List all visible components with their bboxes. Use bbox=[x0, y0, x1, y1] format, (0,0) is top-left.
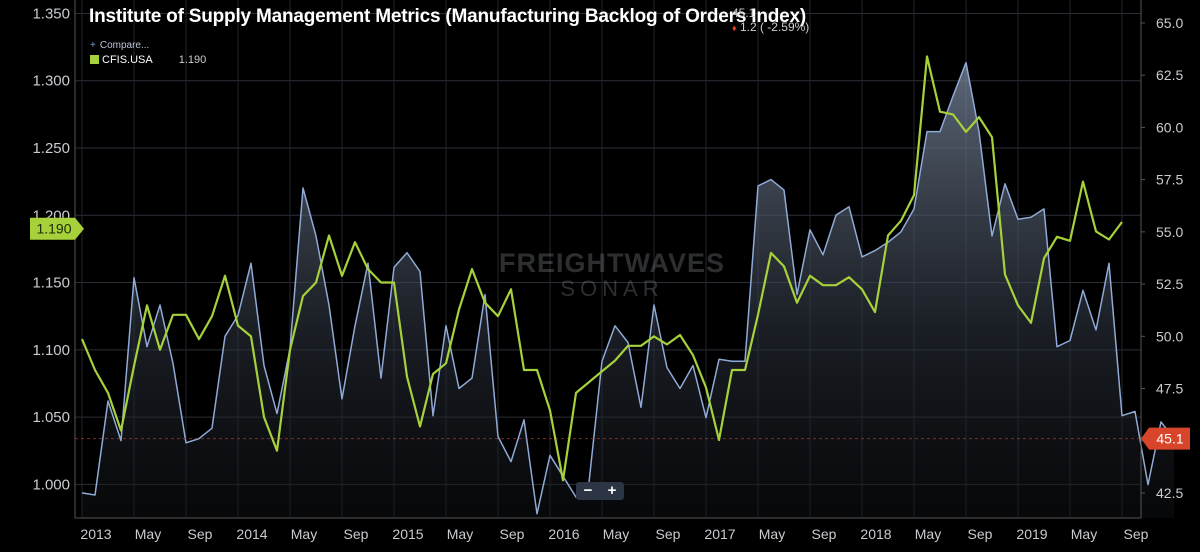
legend-series-label: CFIS.USA bbox=[102, 54, 153, 66]
chart-title: Institute of Supply Management Metrics (… bbox=[89, 6, 807, 27]
left-value-badge-text: 1.190 bbox=[36, 221, 71, 237]
x-tick-label: Sep bbox=[656, 526, 681, 542]
series-layer bbox=[75, 55, 1175, 518]
change-value: 1.2 ( -2.59%) bbox=[739, 20, 810, 34]
right-tick-label: 55.0 bbox=[1156, 224, 1183, 240]
cfis-series-line bbox=[80, 55, 1123, 482]
compare-label: Compare... bbox=[99, 40, 150, 51]
x-tick-label: May bbox=[915, 526, 941, 542]
right-tick-label: 60.0 bbox=[1156, 119, 1183, 135]
ism-area-fill bbox=[82, 62, 1174, 518]
right-tick-label: 62.5 bbox=[1156, 67, 1183, 83]
x-tick-label: Sep bbox=[968, 526, 993, 542]
watermark-line2: SONAR bbox=[560, 276, 663, 301]
left-tick-label: 1.050 bbox=[32, 409, 70, 426]
right-tick-label: 65.0 bbox=[1156, 15, 1183, 31]
legend-series-value: 1.190 bbox=[178, 54, 207, 66]
zoom-control[interactable]: − + bbox=[576, 482, 624, 500]
right-tick-label: 57.5 bbox=[1156, 172, 1183, 188]
x-tick-label: May bbox=[447, 526, 473, 542]
ism-series-line bbox=[81, 61, 1175, 515]
x-tick-label: Sep bbox=[812, 526, 837, 542]
right-value-badge bbox=[1141, 427, 1190, 450]
x-tick-label: 2016 bbox=[548, 526, 579, 542]
axes-layer: 1.0001.0501.1001.1501.2001.2501.3001.350… bbox=[32, 0, 1183, 542]
x-tick-label: Sep bbox=[188, 526, 213, 542]
change-readout: ♦ 1.2 ( -2.59%) bbox=[732, 20, 809, 35]
zoom-out-button[interactable]: − bbox=[583, 482, 593, 499]
x-tick-label: May bbox=[1071, 526, 1097, 542]
watermark-line1: FREIGHTWAVES bbox=[499, 248, 725, 278]
badges-layer: 45.1 1.190 bbox=[30, 217, 1190, 450]
left-tick-label: 1.300 bbox=[32, 73, 70, 90]
left-tick-label: 1.000 bbox=[32, 476, 70, 493]
x-tick-label: May bbox=[603, 526, 629, 542]
x-tick-label: Sep bbox=[344, 526, 369, 542]
right-tick-label: 47.5 bbox=[1156, 381, 1183, 397]
x-tick-label: May bbox=[759, 526, 785, 542]
x-tick-label: 2018 bbox=[860, 526, 891, 542]
left-tick-label: 1.150 bbox=[32, 275, 70, 292]
x-tick-label: 2017 bbox=[704, 526, 735, 542]
compare-button[interactable]: + Compare... bbox=[90, 40, 149, 51]
right-tick-label: 50.0 bbox=[1156, 328, 1183, 344]
left-tick-label: 1.350 bbox=[32, 5, 70, 22]
x-tick-label: Sep bbox=[1124, 526, 1149, 542]
legend-item-cfis[interactable]: CFIS.USA 1.190 bbox=[90, 54, 206, 66]
watermark: FREIGHTWAVES SONAR bbox=[499, 248, 725, 301]
x-tick-label: 2013 bbox=[80, 526, 111, 542]
x-tick-label: 2014 bbox=[236, 526, 267, 542]
right-tick-label: 42.5 bbox=[1156, 485, 1183, 501]
x-tick-label: May bbox=[291, 526, 317, 542]
left-tick-label: 1.250 bbox=[32, 140, 70, 157]
x-tick-label: May bbox=[135, 526, 161, 542]
left-tick-label: 1.100 bbox=[32, 342, 70, 359]
legend-swatch bbox=[90, 55, 99, 64]
x-tick-label: 2019 bbox=[1016, 526, 1047, 542]
x-tick-label: 2015 bbox=[392, 526, 423, 542]
right-tick-label: 52.5 bbox=[1156, 276, 1183, 292]
plus-icon: + bbox=[90, 40, 96, 51]
last-value: 45.1 bbox=[732, 6, 756, 20]
down-arrow-icon: ♦ bbox=[732, 23, 737, 33]
left-value-badge bbox=[30, 217, 84, 240]
zoom-in-button[interactable]: + bbox=[607, 482, 617, 499]
x-tick-label: Sep bbox=[500, 526, 525, 542]
right-value-badge-text: 45.1 bbox=[1156, 431, 1183, 447]
